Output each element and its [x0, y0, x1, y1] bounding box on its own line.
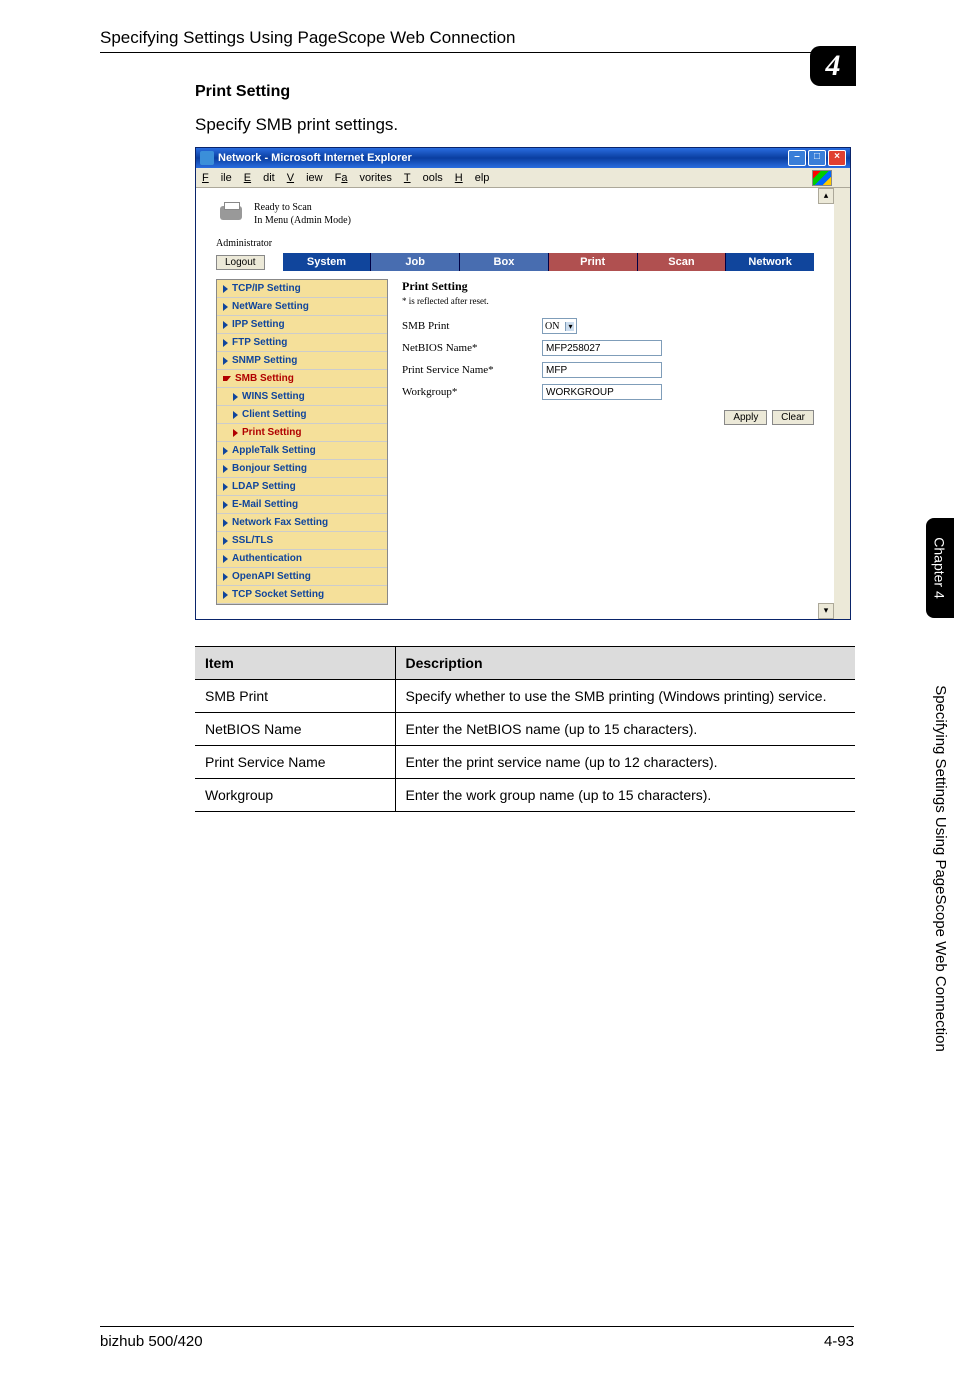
sidebar-item-snmp[interactable]: SNMP Setting — [217, 352, 387, 370]
maximize-button[interactable]: □ — [808, 150, 826, 166]
menubar: File Edit View Favorites Tools Help — [196, 168, 850, 188]
tab-box[interactable]: Box — [460, 253, 549, 271]
menu-tools[interactable]: Tools — [404, 172, 443, 184]
browser-viewport: ▴ Ready to Scan In Menu (Admin Mode) Adm… — [196, 188, 850, 619]
footer-right: 4-93 — [824, 1333, 854, 1350]
section-sub: Specify SMB print settings. — [195, 115, 854, 135]
smb-print-label: SMB Print — [402, 320, 542, 332]
panel-title: Print Setting — [402, 279, 814, 294]
menu-help[interactable]: Help — [455, 172, 490, 184]
settings-sidebar: TCP/IP Setting NetWare Setting IPP Setti… — [216, 279, 388, 605]
sidebar-item-ssltls[interactable]: SSL/TLS — [217, 532, 387, 550]
chapter-badge: 4 — [810, 46, 856, 86]
service-label: Print Service Name* — [402, 364, 542, 376]
chevron-down-icon: ▾ — [565, 322, 574, 331]
ie-logo-icon — [812, 170, 832, 186]
tab-scan[interactable]: Scan — [638, 253, 727, 271]
footer-left: bizhub 500/420 — [100, 1333, 203, 1350]
sidebar-item-auth[interactable]: Authentication — [217, 550, 387, 568]
printer-icon — [216, 200, 246, 228]
tab-print[interactable]: Print — [549, 253, 638, 271]
sidebar-item-ldap[interactable]: LDAP Setting — [217, 478, 387, 496]
admin-label: Administrator — [196, 234, 834, 253]
side-caption: Specifying Settings Using PageScope Web … — [926, 628, 954, 1108]
sidebar-item-netware[interactable]: NetWare Setting — [217, 298, 387, 316]
table-header-desc: Description — [395, 647, 855, 680]
main-panel: Print Setting * is reflected after reset… — [402, 279, 814, 605]
window-title: Network - Microsoft Internet Explorer — [218, 152, 788, 164]
sidebar-item-openapi[interactable]: OpenAPI Setting — [217, 568, 387, 586]
scroll-up-button[interactable]: ▴ — [818, 188, 834, 204]
status-line-2: In Menu (Admin Mode) — [254, 214, 351, 227]
sidebar-item-wins[interactable]: WINS Setting — [217, 388, 387, 406]
sidebar-item-email[interactable]: E-Mail Setting — [217, 496, 387, 514]
chapter-side-tab: Chapter 4 — [926, 518, 954, 618]
logout-button[interactable]: Logout — [216, 255, 265, 270]
menu-view[interactable]: View — [287, 172, 323, 184]
sidebar-item-appletalk[interactable]: AppleTalk Setting — [217, 442, 387, 460]
table-row: Print Service Name Enter the print servi… — [195, 746, 855, 779]
menu-edit[interactable]: Edit — [244, 172, 275, 184]
minimize-button[interactable]: – — [788, 150, 806, 166]
workgroup-input[interactable]: WORKGROUP — [542, 384, 662, 400]
service-input[interactable]: MFP — [542, 362, 662, 378]
page-title: Specifying Settings Using PageScope Web … — [100, 28, 854, 48]
panel-note: * is reflected after reset. — [402, 296, 814, 306]
tab-job[interactable]: Job — [371, 253, 460, 271]
sidebar-item-tcpsocket[interactable]: TCP Socket Setting — [217, 586, 387, 604]
window-titlebar: Network - Microsoft Internet Explorer – … — [196, 148, 850, 168]
table-header-item: Item — [195, 647, 395, 680]
smb-print-select[interactable]: ON▾ — [542, 318, 577, 334]
menu-file[interactable]: File — [202, 172, 232, 184]
sidebar-item-ftp[interactable]: FTP Setting — [217, 334, 387, 352]
close-button[interactable]: × — [828, 150, 846, 166]
tab-network[interactable]: Network — [726, 253, 814, 271]
description-table: Item Description SMB Print Specify wheth… — [195, 646, 855, 812]
netbios-label: NetBIOS Name* — [402, 342, 542, 354]
status-line-1: Ready to Scan — [254, 201, 351, 214]
sidebar-item-bonjour[interactable]: Bonjour Setting — [217, 460, 387, 478]
sidebar-item-client[interactable]: Client Setting — [217, 406, 387, 424]
sidebar-item-print[interactable]: Print Setting — [217, 424, 387, 442]
sidebar-item-tcpip[interactable]: TCP/IP Setting — [217, 280, 387, 298]
menu-favorites[interactable]: Favorites — [335, 172, 392, 184]
netbios-input[interactable]: MFP258027 — [542, 340, 662, 356]
table-row: SMB Print Specify whether to use the SMB… — [195, 680, 855, 713]
scroll-down-button[interactable]: ▾ — [818, 603, 834, 619]
section-heading: Print Setting — [195, 83, 854, 101]
ie-window: Network - Microsoft Internet Explorer – … — [195, 147, 851, 620]
sidebar-item-netfax[interactable]: Network Fax Setting — [217, 514, 387, 532]
clear-button[interactable]: Clear — [772, 410, 814, 425]
tab-system[interactable]: System — [283, 253, 372, 271]
sidebar-item-smb[interactable]: SMB Setting — [217, 370, 387, 388]
ie-icon — [200, 151, 214, 165]
sidebar-item-ipp[interactable]: IPP Setting — [217, 316, 387, 334]
workgroup-label: Workgroup* — [402, 386, 542, 398]
table-row: NetBIOS Name Enter the NetBIOS name (up … — [195, 713, 855, 746]
table-row: Workgroup Enter the work group name (up … — [195, 779, 855, 812]
apply-button[interactable]: Apply — [724, 410, 767, 425]
